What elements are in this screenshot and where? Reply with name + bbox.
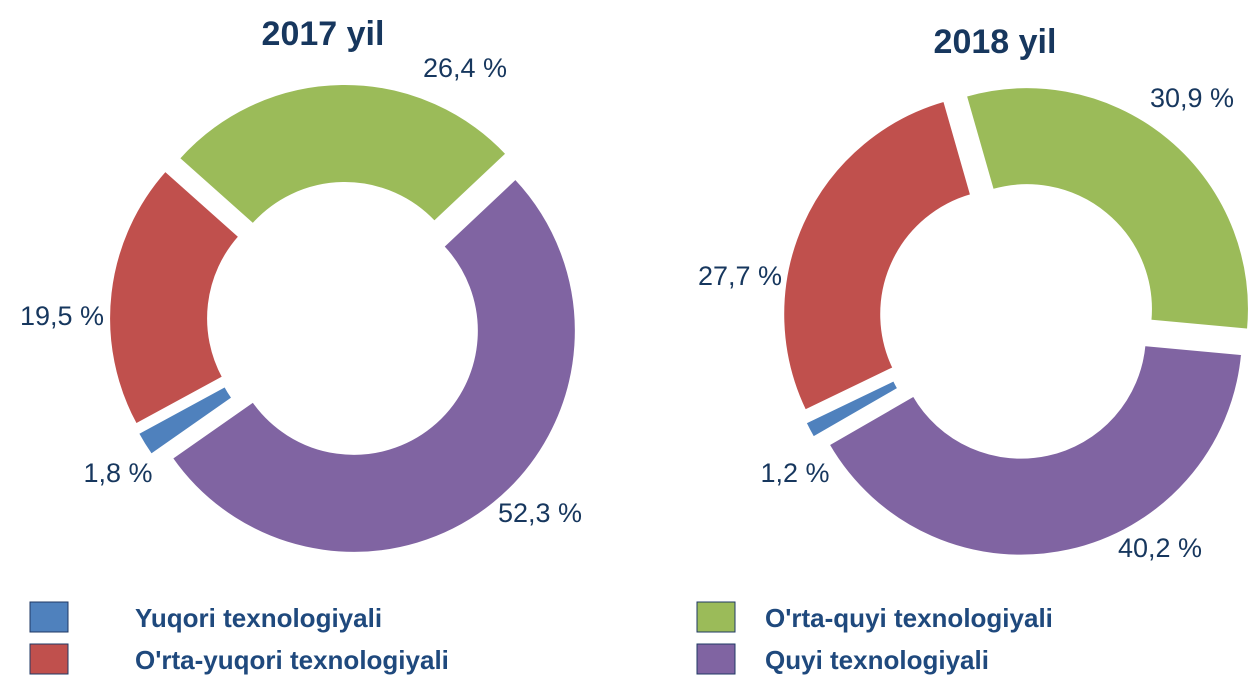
pie-slice <box>136 384 234 457</box>
legend-label: O'rta-quyi texnologiyali <box>765 603 1053 633</box>
value-label: 1,8 % <box>83 458 152 488</box>
pie-slice <box>827 343 1244 557</box>
legend-label: Quyi texnologiyali <box>765 645 989 675</box>
value-label: 30,9 % <box>1150 83 1234 113</box>
pie-slice <box>108 169 241 426</box>
value-label: 27,7 % <box>698 261 782 291</box>
value-label: 40,2 % <box>1118 533 1202 563</box>
legend-swatch <box>696 643 736 675</box>
pie-slice <box>177 83 508 226</box>
value-label: 52,3 % <box>498 498 582 528</box>
chart-title: 2018 yil <box>934 23 1057 61</box>
legend-label: O'rta-yuqori texnologiyali <box>135 645 449 675</box>
legend-label: Yuqori texnologiyali <box>135 603 382 633</box>
value-label: 26,4 % <box>423 53 507 83</box>
chart-title: 2017 yil <box>262 15 385 53</box>
legend-swatch <box>29 601 69 633</box>
legend-swatch <box>696 601 736 633</box>
legend-swatch <box>29 643 69 675</box>
value-label: 1,2 % <box>760 458 829 488</box>
value-label: 19,5 % <box>20 301 104 331</box>
pie-slice <box>170 177 577 554</box>
pie-slice <box>782 99 973 412</box>
pie-slice <box>804 378 900 439</box>
pie-slice <box>964 86 1250 331</box>
